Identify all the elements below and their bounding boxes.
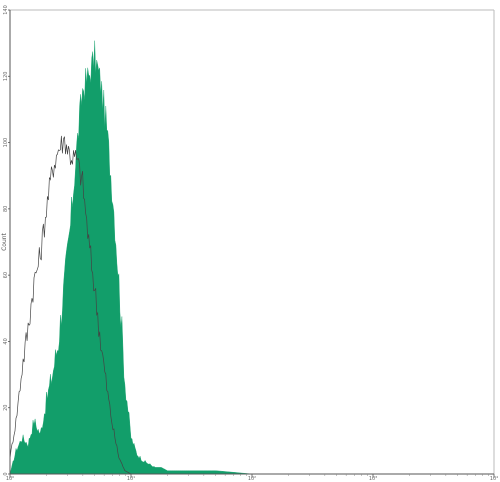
y-tick-label: 140 (3, 5, 9, 15)
y-tick-label: 120 (3, 72, 9, 82)
y-tick-label: 60 (3, 272, 9, 278)
x-tick-label: 10² (248, 476, 256, 482)
x-tick-label: 10⁰ (6, 476, 14, 482)
x-tick-label: 10³ (369, 476, 377, 482)
x-tick-label: 10¹ (127, 476, 135, 482)
y-axis-title: Count (1, 232, 8, 250)
y-tick-label: 20 (3, 405, 9, 411)
y-tick-label: 40 (3, 338, 9, 344)
y-tick-label: 80 (3, 206, 9, 212)
y-tick-label: 100 (3, 138, 9, 148)
x-tick-label: 10⁴ (490, 476, 498, 482)
